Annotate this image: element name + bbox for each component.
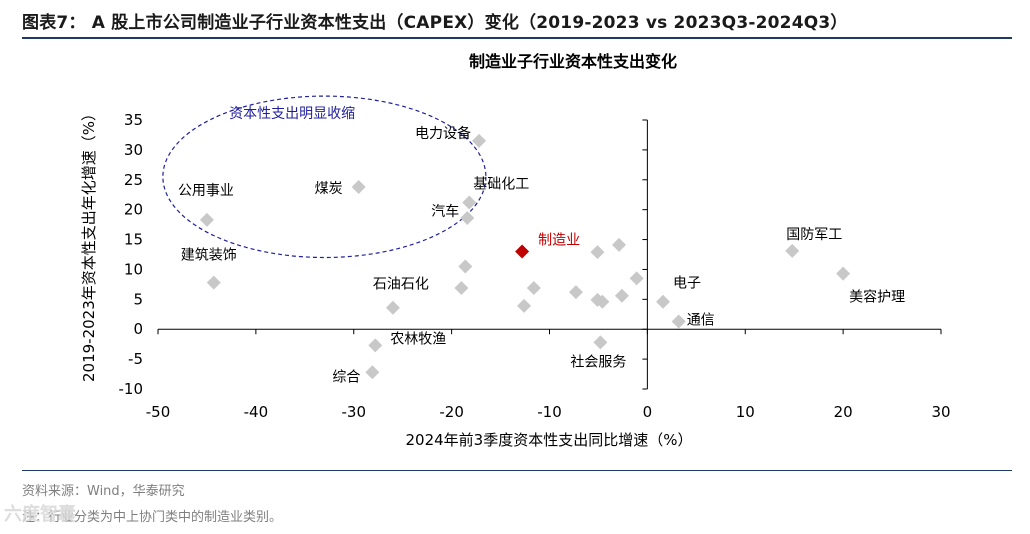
scatter-point-marker [568, 285, 583, 300]
annotation-layer: 资本性支出明显收缩 [162, 95, 487, 259]
scatter-point-marker [351, 179, 366, 194]
x-tick-label: -10 [537, 403, 562, 421]
x-tick-label: -30 [342, 403, 367, 421]
watermark-logo: 六度智囊 [4, 504, 76, 525]
y-tick-label: 0 [133, 320, 143, 338]
y-tick-label: 10 [124, 260, 143, 278]
x-tick-label: -50 [146, 403, 171, 421]
axes: -50 -40 -30 -20 -10 0 10 20 30-10-50510152025303… [119, 111, 951, 421]
y-tick-label: -5 [128, 350, 143, 368]
scatter-point-marker [526, 280, 541, 295]
point-label: 电子 [673, 276, 701, 292]
title-rule [22, 37, 1012, 39]
point-label: 制造业 [538, 233, 580, 249]
point-label: 通信 [687, 312, 715, 328]
point-label: 综合 [332, 369, 360, 385]
y-tick-label: 15 [124, 231, 143, 249]
x-tick-label: -20 [439, 403, 464, 421]
highlight-point-marker [515, 244, 530, 259]
scatter-point-marker [656, 294, 671, 309]
figure-title: 图表7： A 股上市公司制造业子行业资本性支出（CAPEX）变化（2019-20… [22, 13, 848, 33]
x-tick-label: -40 [244, 403, 269, 421]
y-tick-label: 30 [124, 141, 143, 159]
points-layer [199, 133, 851, 380]
point-label: 国防军工 [786, 227, 842, 243]
scatter-point-marker [671, 314, 686, 329]
shrink-region-label: 资本性支出明显收缩 [229, 106, 355, 122]
scatter-point-marker [472, 133, 487, 148]
scatter-point-marker [460, 211, 475, 226]
scatter-point-marker [206, 275, 221, 290]
scatter-point-marker [595, 294, 610, 309]
x-tick-label: 10 [736, 403, 755, 421]
scatter-point-marker [836, 266, 851, 281]
x-tick-label: 20 [834, 403, 853, 421]
point-label: 汽车 [431, 203, 459, 220]
scatter-point-marker [462, 195, 477, 210]
point-label: 公用事业 [178, 183, 234, 199]
point-label: 美容护理 [849, 289, 905, 306]
scatter-point-marker [385, 300, 400, 315]
point-label: 建筑装饰 [181, 248, 237, 264]
scatter-point-marker [517, 298, 532, 313]
scatter-point-marker [199, 212, 214, 227]
y-axis-label: 2019-2023年资本性支出年化增速（%） [80, 106, 98, 382]
source-note: 资料来源：Wind，华泰研究 [22, 484, 185, 499]
scatter-point-marker [785, 243, 800, 258]
scatter-point-marker [454, 280, 469, 295]
scatter-point-marker [614, 288, 629, 303]
point-label: 农林牧渔 [390, 331, 446, 347]
point-label: 社会服务 [570, 354, 626, 370]
scatter-point-marker [590, 245, 605, 260]
y-tick-label: 25 [124, 171, 143, 189]
x-axis-label: 2024年前3季度资本性支出同比增速（%） [406, 431, 693, 449]
scatter-chart: 制造业子行业资本性支出变化 -50 -40 -30 -20 -10 0 10 20 30-10-… [80, 52, 951, 449]
y-tick-label: 35 [124, 111, 143, 129]
y-tick-label: 5 [133, 290, 143, 308]
point-label: 基础化工 [473, 175, 529, 192]
scatter-point-marker [365, 365, 380, 380]
point-label: 煤炭 [315, 181, 343, 197]
point-label: 电力设备 [415, 125, 471, 142]
y-tick-label: 20 [124, 201, 143, 219]
scatter-point-marker [611, 237, 626, 252]
x-tick-label: 0 [643, 403, 653, 421]
scatter-point-marker [368, 338, 383, 353]
y-tick-label: -10 [119, 380, 144, 398]
footnote: 注：行业分类为中上协门类中的制造业类别。 [22, 510, 283, 525]
x-tick-label: 30 [931, 403, 950, 421]
chart-title: 制造业子行业资本性支出变化 [469, 52, 677, 71]
shrink-region-ellipse [162, 95, 487, 259]
scatter-point-marker [593, 335, 608, 350]
footer-rule [22, 470, 1012, 471]
scatter-point-marker [629, 271, 644, 286]
point-label: 石油石化 [373, 277, 429, 293]
scatter-point-marker [458, 259, 473, 274]
